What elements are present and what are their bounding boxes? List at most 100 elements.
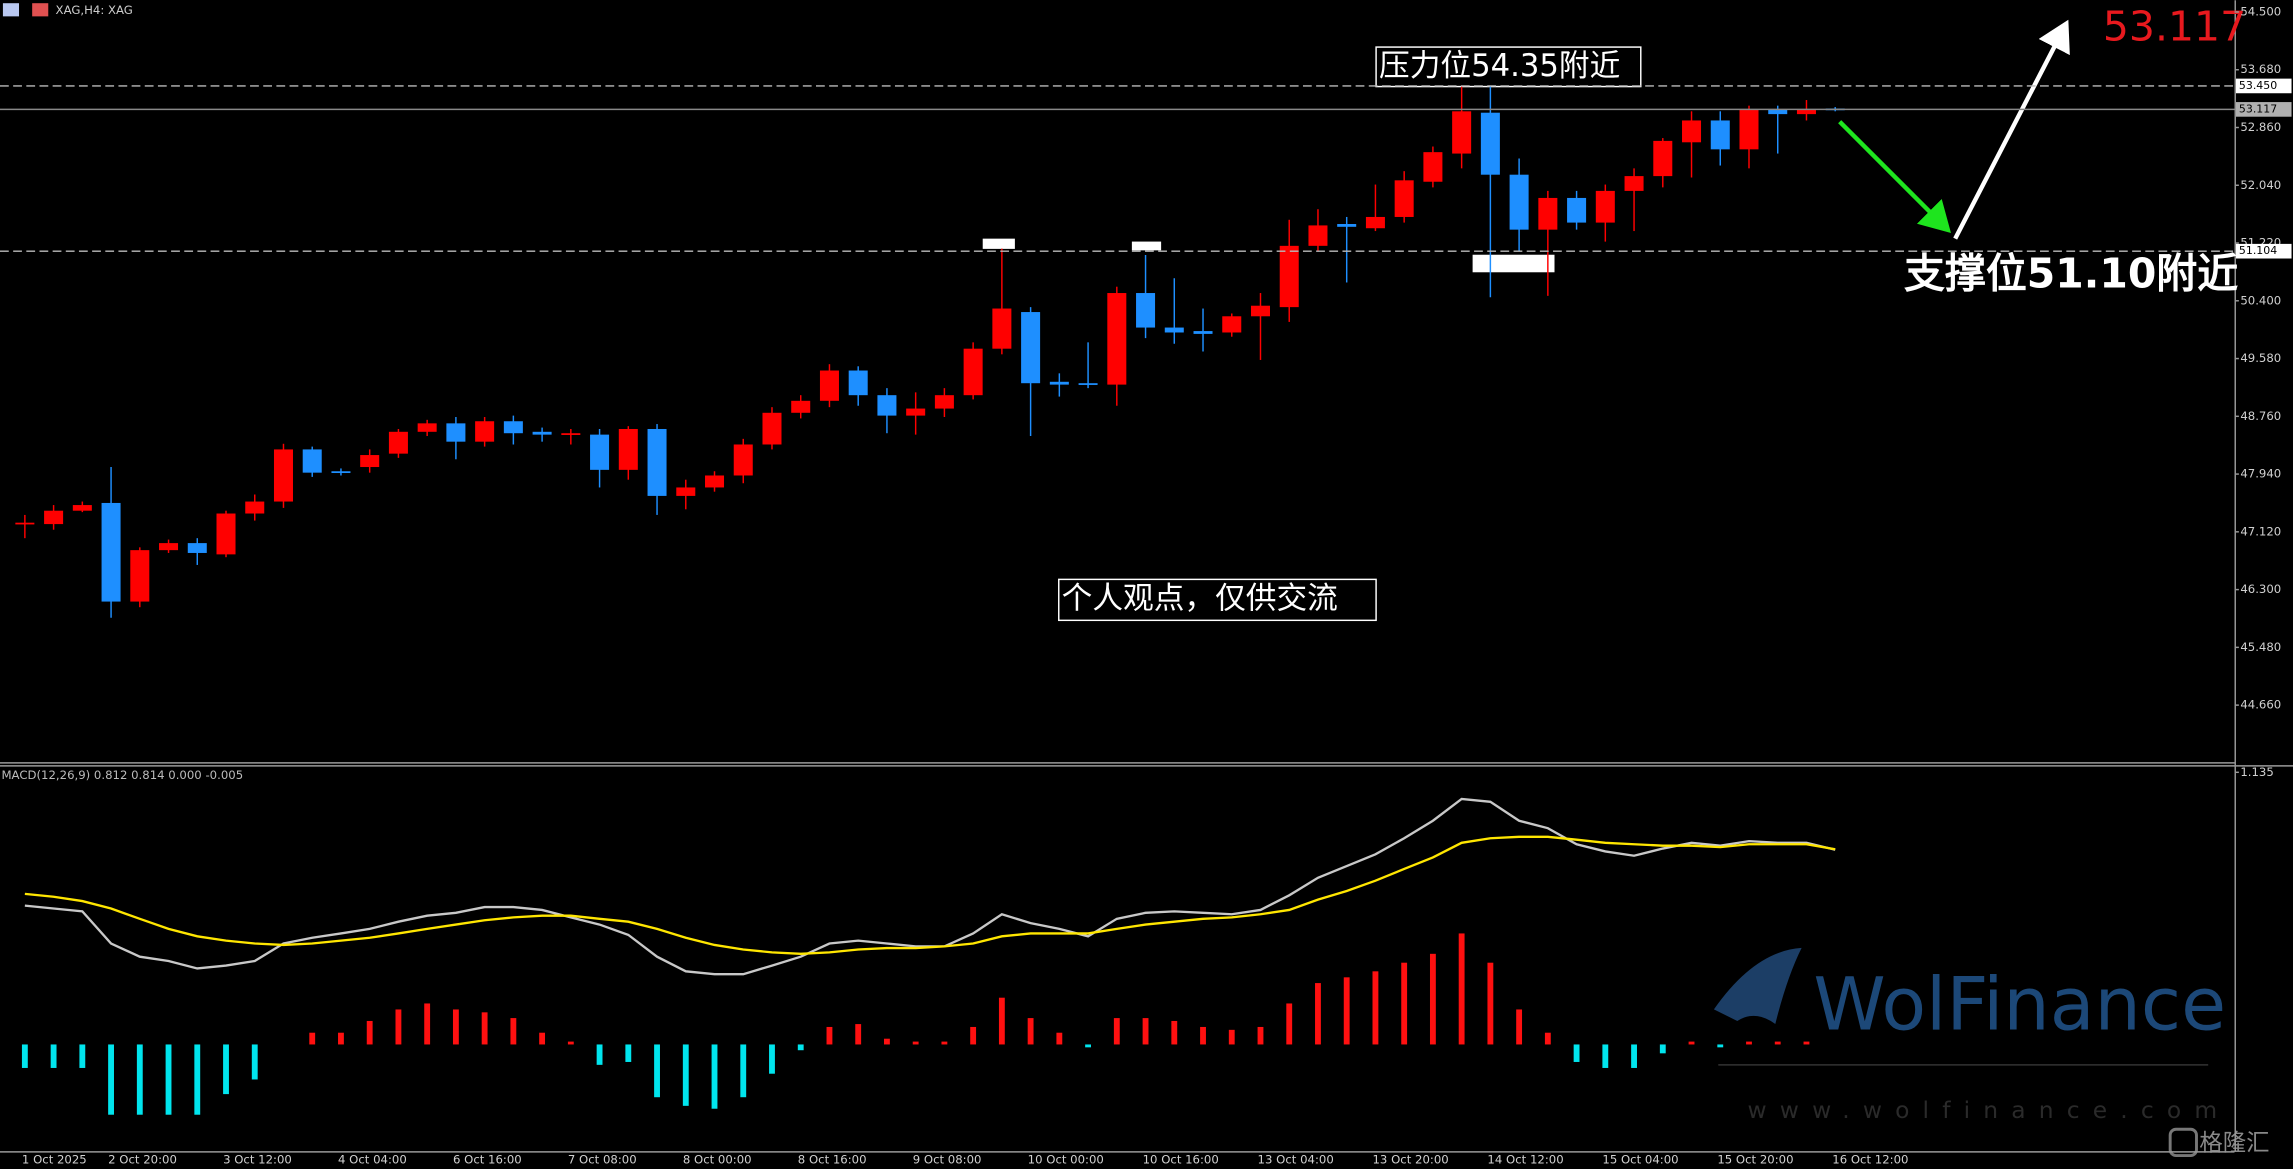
candle-body	[388, 431, 408, 454]
candle-body	[1107, 293, 1127, 385]
histogram-bar	[970, 1026, 977, 1045]
candle-body	[302, 449, 322, 473]
y-tick-label: 1.135	[2240, 765, 2273, 779]
y-tick-label: 50.400	[2240, 293, 2281, 307]
watermark-brand: WolFinance	[1813, 962, 2226, 1047]
symbol-label: XAG,H4: XAG	[56, 3, 133, 17]
arrow-up	[1953, 19, 2070, 240]
histogram-bar	[1401, 962, 1408, 1045]
histogram-bar	[1027, 1018, 1034, 1045]
histogram-bar	[1343, 977, 1350, 1045]
candle-body	[72, 505, 92, 511]
histogram-bar	[1746, 1041, 1752, 1045]
candle-body	[1250, 305, 1270, 317]
histogram-bar	[21, 1044, 28, 1068]
candle-body	[1136, 293, 1156, 328]
histogram-bar	[1717, 1044, 1724, 1048]
histogram-bar	[223, 1044, 229, 1095]
histogram-bar	[1659, 1044, 1666, 1054]
histogram-bar	[424, 1003, 431, 1045]
histogram-bar	[884, 1038, 890, 1045]
histogram-bar	[1774, 1041, 1781, 1045]
indicator-title: MACD(12,26,9) 0.812 0.814 0.000 -0.005	[1, 768, 243, 782]
candle-body	[590, 434, 610, 470]
candle-body	[1595, 190, 1615, 223]
candle-body	[475, 421, 495, 442]
candle-body	[331, 471, 351, 474]
candle-body	[503, 421, 523, 434]
histogram-bar	[338, 1032, 344, 1045]
candle-body	[1796, 109, 1816, 115]
histogram-bar	[1487, 962, 1494, 1045]
x-tick-label: 13 Oct 04:00	[1258, 1152, 1334, 1166]
candle-body	[1452, 111, 1472, 154]
histogram-bar	[452, 1009, 459, 1045]
annotation-support: 支撑位51.10附近	[1904, 250, 2238, 298]
y-tick-label: 52.860	[2240, 120, 2281, 134]
x-tick-label: 7 Oct 08:00	[568, 1152, 637, 1166]
price-line-label-box	[2235, 102, 2292, 117]
price-line-label: 53.450	[2239, 79, 2277, 92]
icon	[32, 3, 49, 17]
candle-body	[992, 308, 1012, 349]
histogram-bar	[1085, 1044, 1092, 1048]
histogram-bar	[1429, 953, 1436, 1045]
y-tick-label: 44.660	[2240, 698, 2281, 712]
price-line-label: 51.104	[2239, 244, 2277, 257]
candle-body	[1538, 197, 1558, 230]
histogram-bar	[1516, 1009, 1523, 1045]
candle-body	[1164, 327, 1184, 333]
annotation-price: 53.117	[2103, 3, 2246, 51]
candle-body	[1480, 112, 1500, 175]
histogram-bar	[366, 1020, 373, 1045]
candle-body	[1682, 120, 1702, 143]
candle-body	[618, 428, 638, 470]
y-tick-label: 48.760	[2240, 409, 2281, 423]
candle-body	[1049, 381, 1069, 385]
arrow-down	[1838, 120, 1951, 233]
candle-body	[676, 487, 696, 496]
watermark-url: www.wolfinance.com	[1748, 1096, 2231, 1124]
x-tick-label: 3 Oct 12:00	[223, 1152, 292, 1166]
histogram-bar	[1458, 933, 1465, 1045]
candle-body	[159, 543, 179, 551]
y-tick-label: 46.300	[2240, 582, 2281, 596]
histogram-bar	[136, 1044, 143, 1115]
candle-body	[245, 501, 265, 514]
histogram-bar	[769, 1044, 775, 1074]
histogram-bar	[539, 1032, 546, 1045]
candle-body	[446, 423, 466, 442]
histogram-bar	[1142, 1018, 1149, 1045]
candle-body	[1509, 174, 1529, 230]
histogram-bar	[395, 1009, 402, 1045]
candle-body	[1624, 176, 1644, 191]
histogram-bar	[1631, 1044, 1637, 1068]
histogram-bar	[1056, 1032, 1063, 1045]
candle-body	[1394, 180, 1414, 217]
x-tick-label: 14 Oct 12:00	[1487, 1152, 1563, 1166]
x-tick-label: 1 Oct 2025	[22, 1152, 87, 1166]
candle-body	[1423, 152, 1443, 182]
histogram-bar	[1113, 1018, 1120, 1045]
x-tick-label: 2 Oct 20:00	[108, 1152, 177, 1166]
candle-body	[705, 475, 725, 488]
histogram-bar	[1228, 1029, 1235, 1045]
histogram-bar	[79, 1044, 86, 1068]
histogram-bar	[596, 1044, 603, 1065]
y-tick-label: 54.500	[2240, 4, 2281, 18]
candle-body	[963, 348, 983, 396]
candle-body	[647, 428, 667, 496]
price-line-label-box	[2235, 78, 2292, 94]
candle-body	[762, 412, 782, 445]
histogram-bar	[1257, 1026, 1264, 1045]
indicator-line	[24, 835, 1836, 955]
candle-body	[733, 444, 753, 476]
candle-body	[934, 395, 954, 409]
candle-body	[187, 543, 207, 553]
marker	[982, 238, 1015, 249]
histogram-bar	[998, 997, 1005, 1045]
histogram-bar	[1315, 983, 1321, 1045]
histogram-bar	[1688, 1041, 1695, 1045]
